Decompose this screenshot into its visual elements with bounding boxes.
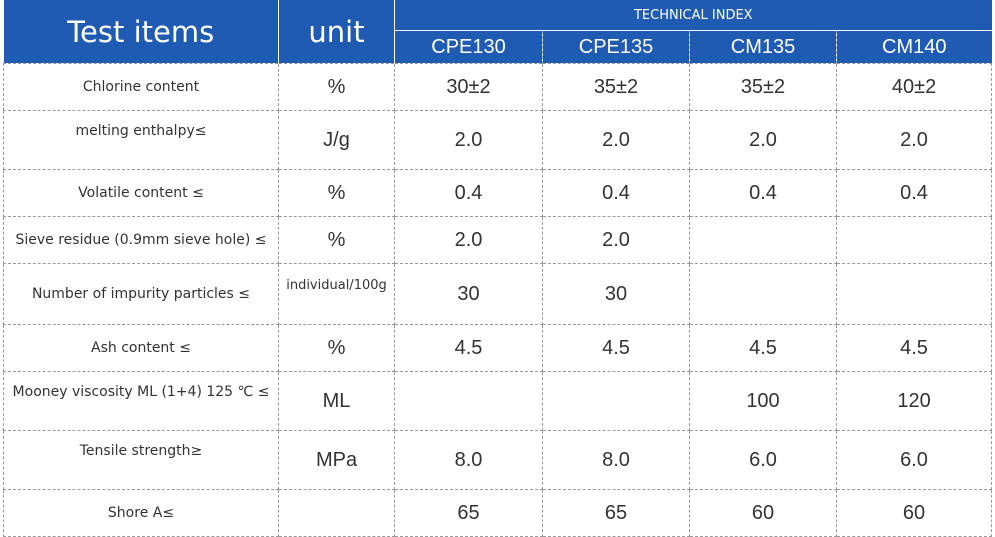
value-cell: 35±2 <box>689 63 837 111</box>
header-product-cm140: CM140 <box>836 30 992 64</box>
value-cell: 2.0 <box>394 110 543 170</box>
value-cell: 8.0 <box>542 430 690 490</box>
test-item: Tensile strength≥ <box>3 430 279 490</box>
value-cell: 0.4 <box>689 169 837 217</box>
value-cell <box>394 371 543 431</box>
value-cell: 4.5 <box>394 324 543 372</box>
technical-index-table: Test items unit TECHNICAL INDEX CPE130 C… <box>3 0 993 537</box>
header-test-items: Test items <box>3 0 279 64</box>
test-item: Volatile content ≤ <box>3 169 279 217</box>
table-row: Mooney viscosity ML (1+4) 125 ℃ ≤ ML 100… <box>3 371 993 431</box>
table-row: Tensile strength≥ MPa 8.0 8.0 6.0 6.0 <box>3 430 993 490</box>
value-cell: 4.5 <box>689 324 837 372</box>
table-row: Number of impurity particles ≤ individua… <box>3 263 993 325</box>
value-cell <box>689 216 837 264</box>
value-cell <box>689 263 837 325</box>
value-cell: 35±2 <box>542 63 690 111</box>
test-item: melting enthalpy≤ <box>3 110 279 170</box>
test-item: Chlorine content <box>3 63 279 111</box>
header-unit: unit <box>278 0 395 64</box>
header-product-cpe135: CPE135 <box>542 30 690 64</box>
value-cell <box>835 263 993 325</box>
value-cell: 0.4 <box>835 169 993 217</box>
test-item: Ash content ≤ <box>3 324 279 372</box>
table-row: Chlorine content % 30±2 35±2 35±2 40±2 <box>3 63 993 111</box>
value-cell: 100 <box>689 371 837 431</box>
unit-cell: ML <box>278 371 395 431</box>
value-cell: 8.0 <box>394 430 543 490</box>
unit-cell: % <box>278 169 395 217</box>
value-cell: 2.0 <box>689 110 837 170</box>
unit-cell <box>278 489 395 537</box>
test-item: Mooney viscosity ML (1+4) 125 ℃ ≤ <box>3 371 279 431</box>
value-cell: 2.0 <box>835 110 993 170</box>
header-product-cpe130: CPE130 <box>394 30 543 64</box>
value-cell: 6.0 <box>835 430 993 490</box>
header-technical-index: TECHNICAL INDEX <box>394 0 992 31</box>
value-cell: 30±2 <box>394 63 543 111</box>
table-row: Sieve residue (0.9mm sieve hole) ≤ % 2.0… <box>3 216 993 264</box>
value-cell: 0.4 <box>542 169 690 217</box>
value-cell: 4.5 <box>835 324 993 372</box>
table-row: melting enthalpy≤ J/g 2.0 2.0 2.0 2.0 <box>3 110 993 170</box>
unit-cell: individual/100g <box>278 263 395 325</box>
test-item: Number of impurity particles ≤ <box>3 263 279 325</box>
unit-cell: % <box>278 216 395 264</box>
value-cell <box>542 371 690 431</box>
table-row: Volatile content ≤ % 0.4 0.4 0.4 0.4 <box>3 169 993 217</box>
value-cell: 30 <box>542 263 690 325</box>
header-product-cm135: CM135 <box>689 30 837 64</box>
value-cell: 2.0 <box>542 216 690 264</box>
value-cell <box>835 216 993 264</box>
value-cell: 65 <box>394 489 543 537</box>
value-cell: 65 <box>542 489 690 537</box>
value-cell: 6.0 <box>689 430 837 490</box>
value-cell: 60 <box>835 489 993 537</box>
unit-cell: MPa <box>278 430 395 490</box>
value-cell: 30 <box>394 263 543 325</box>
table-row: Shore A≤ 65 65 60 60 <box>3 489 993 537</box>
value-cell: 120 <box>835 371 993 431</box>
value-cell: 2.0 <box>394 216 543 264</box>
unit-cell: % <box>278 63 395 111</box>
value-cell: 60 <box>689 489 837 537</box>
unit-cell: % <box>278 324 395 372</box>
unit-cell: J/g <box>278 110 395 170</box>
value-cell: 40±2 <box>835 63 993 111</box>
value-cell: 4.5 <box>542 324 690 372</box>
test-item: Sieve residue (0.9mm sieve hole) ≤ <box>3 216 279 264</box>
value-cell: 0.4 <box>394 169 543 217</box>
value-cell: 2.0 <box>542 110 690 170</box>
table-row: Ash content ≤ % 4.5 4.5 4.5 4.5 <box>3 324 993 372</box>
test-item: Shore A≤ <box>3 489 279 537</box>
